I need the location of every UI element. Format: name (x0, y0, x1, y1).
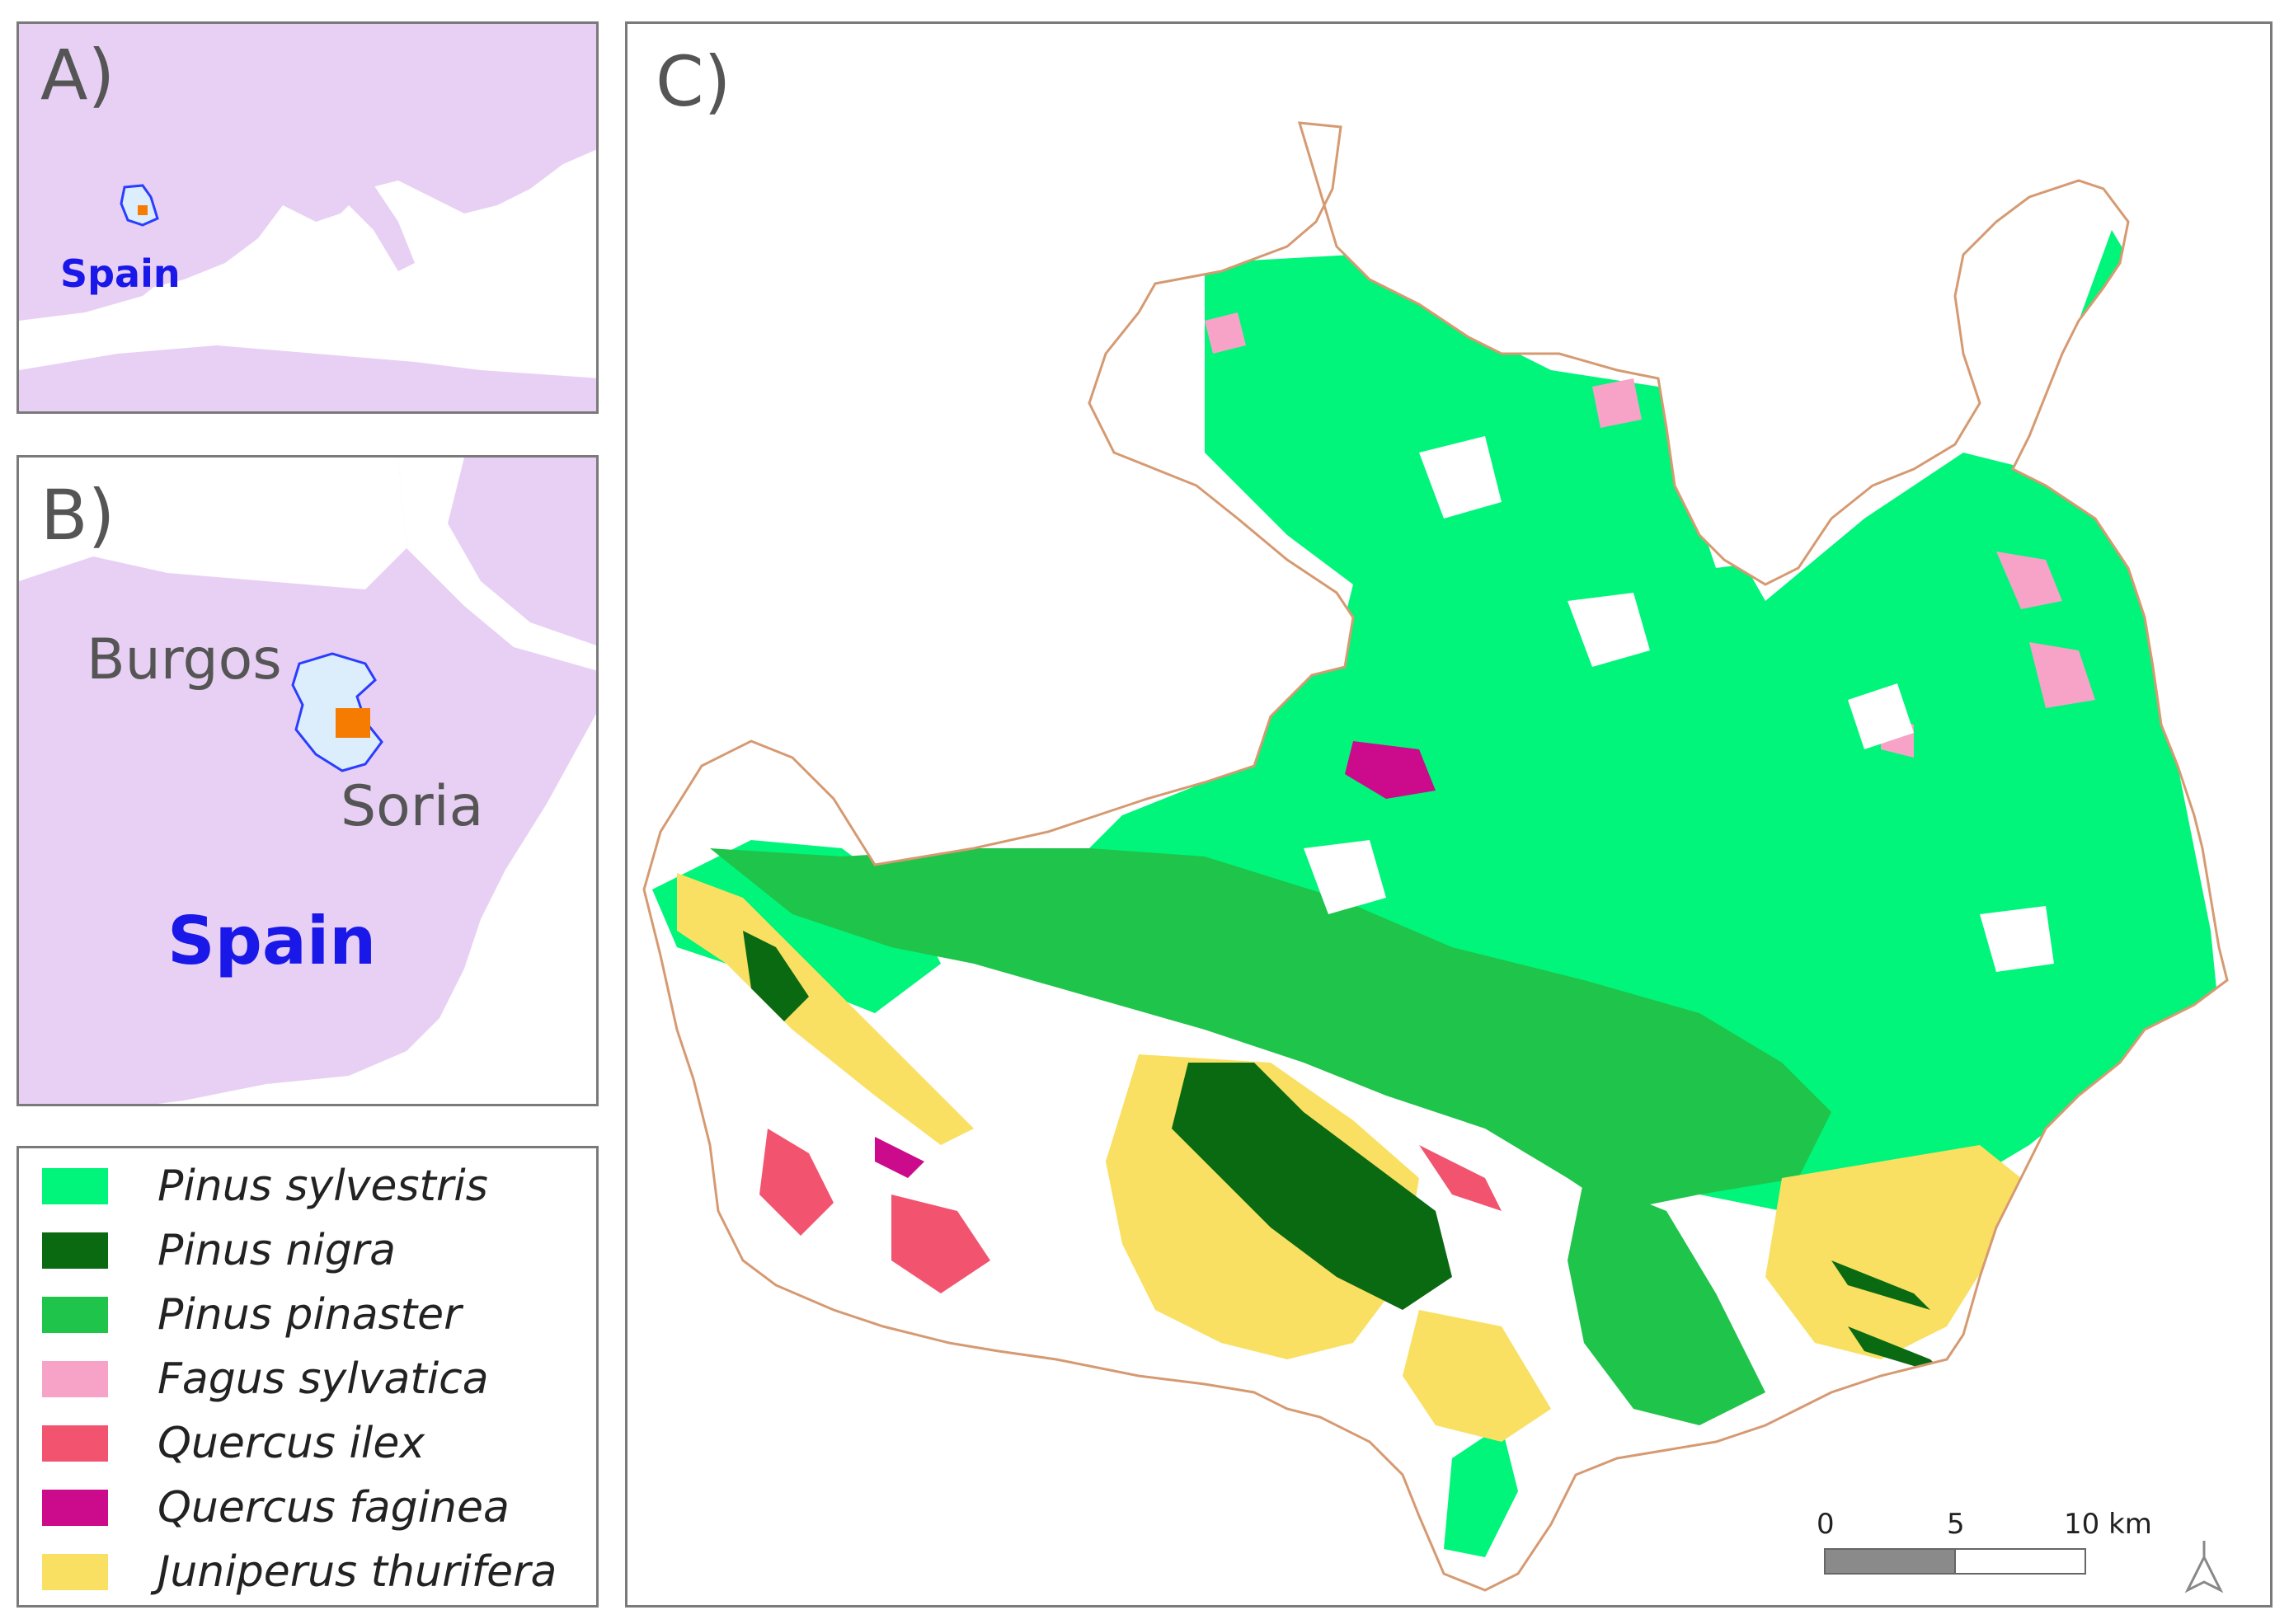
forest-fagus-5 (1592, 378, 1642, 428)
forest-pinus-nigra-central (1172, 1063, 1452, 1310)
study-area-boundary (642, 121, 2229, 1592)
forest-pinus-nigra-se2 (1848, 1326, 1947, 1376)
clearing-5 (1980, 906, 2054, 972)
scale-bar-light (1954, 1548, 2086, 1575)
spain-land-svg (19, 458, 596, 1104)
legend-label: Quercus ilex (157, 1419, 425, 1468)
panel-b-spain-map: B) Burgos Soria Spain (16, 455, 599, 1106)
forest-pinus-sylvestris-south (1444, 1425, 1518, 1557)
italy-land (332, 148, 415, 271)
scale-tick-10: 10 km (2064, 1508, 2152, 1541)
forest-fagus-1 (1205, 312, 1246, 354)
clearing-2 (1568, 593, 1650, 667)
legend-label: Juniperus thurifera (157, 1547, 557, 1597)
panel-c-forest-map: C) 0 5 10 km (625, 21, 2273, 1608)
legend-swatch (42, 1297, 108, 1333)
legend-swatch (42, 1554, 108, 1590)
forest-pinus-nigra-west (743, 931, 809, 1021)
forest-quercus-faginea-2 (2120, 296, 2153, 345)
province-label-soria: Soria (341, 774, 484, 839)
forest-quercus-ilex-3 (1419, 1145, 1502, 1211)
legend-label: Quercus faginea (157, 1483, 510, 1532)
forest-quercus-ilex-1 (759, 1129, 834, 1236)
legend-label: Pinus sylvestris (157, 1162, 488, 1211)
country-label-spain-a: Spain (60, 251, 181, 296)
scale-tick-0: 0 (1817, 1508, 1835, 1541)
scale-bar-dark (1824, 1548, 1956, 1575)
legend-swatch (42, 1361, 108, 1397)
legend-swatch (42, 1232, 108, 1269)
clearing-3 (1848, 683, 1914, 749)
legend-item-pinus-nigra: Pinus nigra (42, 1226, 396, 1275)
panel-c-label: C) (656, 41, 731, 122)
forest-fagus-4 (2095, 296, 2128, 329)
legend-panel: Pinus sylvestris Pinus nigra Pinus pinas… (16, 1146, 599, 1608)
legend-swatch (42, 1490, 108, 1526)
province-label-burgos: Burgos (87, 627, 282, 692)
legend-item-quercus-faginea: Quercus faginea (42, 1483, 510, 1532)
med-sea (514, 713, 596, 1104)
forest-quercus-faginea-1 (1345, 741, 1436, 799)
legend-swatch (42, 1168, 108, 1204)
forest-quercus-ilex-2 (891, 1195, 990, 1293)
scale-tick-5: 5 (1947, 1508, 1965, 1541)
spain-land (19, 458, 596, 1104)
clearing-1 (1419, 436, 1502, 519)
scale-bar (1824, 1548, 2086, 1575)
forest-quercus-faginea-3 (875, 1137, 924, 1178)
legend-label: Fagus sylvatica (157, 1354, 489, 1404)
study-site-mini (138, 205, 148, 215)
forest-pinus-nigra-se1 (1831, 1260, 1930, 1310)
forest-juniperus-southeast (1765, 1145, 2021, 1359)
north-coast-sea (19, 458, 407, 589)
legend-item-pinus-pinaster: Pinus pinaster (42, 1290, 461, 1340)
north-arrow-icon (2184, 1541, 2224, 1593)
study-site-square (336, 708, 370, 738)
forest-fagus-2 (1996, 552, 2062, 609)
legend-label: Pinus pinaster (157, 1290, 462, 1340)
legend-label: Pinus nigra (157, 1226, 396, 1275)
forest-map-svg (642, 121, 2229, 1593)
legend-item-juniperus-thurifera: Juniperus thurifera (42, 1547, 557, 1597)
country-label-spain-b: Spain (167, 903, 377, 979)
panel-b-label: B) (40, 475, 115, 556)
forest-pinus-pinaster-band (710, 848, 1831, 1211)
france-land (448, 458, 596, 645)
forest-juniperus-south (1403, 1310, 1551, 1442)
legend-item-fagus-sylvatica: Fagus sylvatica (42, 1354, 489, 1404)
legend-item-pinus-sylvestris: Pinus sylvestris (42, 1162, 488, 1211)
legend-item-quercus-ilex: Quercus ilex (42, 1419, 425, 1468)
north-africa-land (19, 345, 596, 411)
forest-fagus-3 (2029, 642, 2095, 708)
panel-a-europe-map: A) Spain (16, 21, 599, 414)
europe-land-svg (19, 24, 596, 411)
clearing-4 (1304, 840, 1386, 914)
panel-a-label: A) (40, 35, 115, 115)
forest-pinus-pinaster-south (1568, 1178, 1765, 1425)
legend-swatch (42, 1425, 108, 1462)
